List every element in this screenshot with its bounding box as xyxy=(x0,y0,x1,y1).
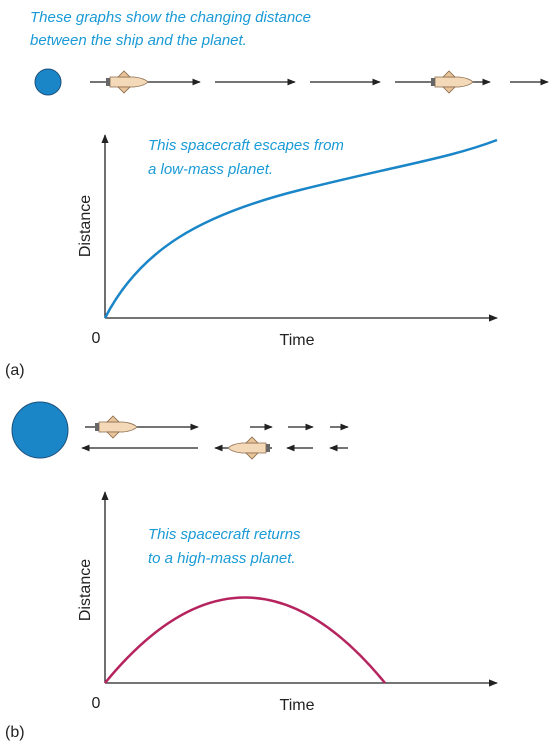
x-axis-label: Time xyxy=(280,697,315,714)
ship xyxy=(227,436,271,460)
y-axis-label: Distance xyxy=(77,195,94,257)
planet xyxy=(11,401,69,459)
panel-label: (a) xyxy=(5,362,25,379)
caption: between the ship and the planet. xyxy=(30,32,247,49)
annotation: This spacecraft returns xyxy=(148,526,301,543)
ship xyxy=(105,70,149,94)
annotation: a low-mass planet. xyxy=(148,161,273,178)
ship xyxy=(94,415,138,439)
ship xyxy=(430,70,474,94)
y-axis-label: Distance xyxy=(77,559,94,621)
x-axis-label: Time xyxy=(280,332,315,349)
annotation: to a high-mass planet. xyxy=(148,550,296,567)
origin-label: 0 xyxy=(92,695,101,712)
origin-label: 0 xyxy=(92,330,101,347)
panel-label: (b) xyxy=(5,724,25,741)
annotation: This spacecraft escapes from xyxy=(148,137,344,154)
caption: These graphs show the changing distance xyxy=(30,9,311,26)
distance-curve xyxy=(103,138,498,319)
planet xyxy=(34,68,62,96)
distance-curve xyxy=(104,596,386,684)
